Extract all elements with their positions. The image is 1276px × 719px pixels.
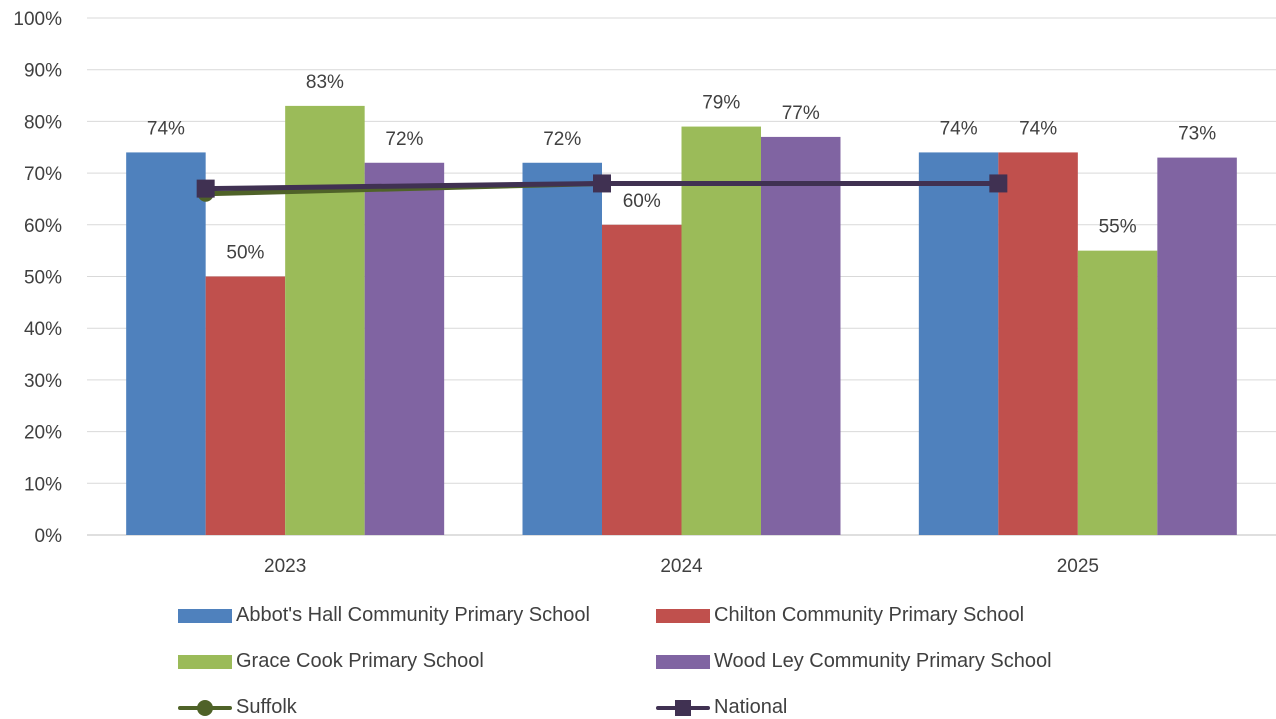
bar <box>285 105 365 535</box>
legend-label-wood-ley: Wood Ley Community Primary School <box>714 650 1052 672</box>
y-tick-label: 50% <box>24 268 62 289</box>
line-marker <box>196 179 215 198</box>
bar <box>1157 157 1237 535</box>
data-label: 72% <box>543 129 581 150</box>
y-tick-label: 0% <box>35 526 63 547</box>
legend-swatch-chilton <box>656 608 710 623</box>
square-marker-icon <box>675 699 691 716</box>
bar <box>364 162 445 535</box>
chart: 0% 10% 20% 30% 40% 50% 60% 70% 80% 90% 100% 74% 72% 7… <box>13 9 1276 577</box>
x-tick-label: 2024 <box>660 556 703 577</box>
bar <box>602 224 682 536</box>
legend-label-grace-cook: Grace Cook Primary School <box>236 650 484 672</box>
legend-item-suffolk: Suffolk <box>178 696 297 719</box>
data-label: 83% <box>306 72 344 93</box>
y-tick-label: 60% <box>24 216 62 237</box>
legend-swatch-abbots-hall <box>178 608 232 623</box>
legend-swatch-grace-cook <box>178 654 232 669</box>
line-marker <box>593 174 611 193</box>
legend: Abbot's Hall Community Primary School Ch… <box>0 600 1276 719</box>
line-marker <box>989 174 1008 193</box>
data-label: 74% <box>147 118 185 139</box>
data-label: 77% <box>782 103 820 124</box>
bar <box>522 162 602 535</box>
bar <box>205 276 286 535</box>
y-tick-label: 40% <box>24 319 62 340</box>
x-tick-label: 2025 <box>1057 556 1099 577</box>
legend-label-national: National <box>714 696 788 718</box>
bar <box>918 152 999 536</box>
bar <box>998 152 1078 536</box>
bar <box>126 152 206 536</box>
legend-item-wood-ley: Wood Ley Community Primary School <box>656 650 1052 673</box>
legend-label-chilton: Chilton Community Primary School <box>714 604 1025 626</box>
legend-item-abbots-hall: Abbot's Hall Community Primary School <box>178 604 590 627</box>
bar <box>681 126 761 535</box>
legend-item-national: National <box>656 696 787 719</box>
y-tick-label: 30% <box>24 371 62 392</box>
y-tick-label: 100% <box>13 9 62 30</box>
data-label: 74% <box>940 118 978 139</box>
y-tick-label: 80% <box>24 112 62 133</box>
circle-marker-icon <box>197 699 213 716</box>
x-tick-label: 2023 <box>264 556 306 577</box>
legend-item-grace-cook: Grace Cook Primary School <box>178 650 484 673</box>
data-label: 72% <box>385 129 423 150</box>
y-tick-label: 10% <box>24 474 62 495</box>
legend-label-abbots-hall: Abbot's Hall Community Primary School <box>236 604 590 626</box>
data-label: 50% <box>226 243 264 264</box>
bar <box>761 136 841 535</box>
data-label: 60% <box>623 191 661 212</box>
y-tick-label: 20% <box>24 423 62 444</box>
legend-line-national <box>656 699 710 716</box>
bar <box>1077 250 1158 535</box>
y-tick-label: 70% <box>24 164 62 185</box>
legend-swatch-wood-ley <box>656 654 710 669</box>
data-label: 79% <box>702 93 740 114</box>
legend-label-suffolk: Suffolk <box>236 696 297 718</box>
y-tick-label: 90% <box>24 61 62 82</box>
data-label: 73% <box>1178 124 1216 145</box>
data-label: 55% <box>1099 217 1137 238</box>
legend-line-suffolk <box>178 699 232 716</box>
legend-item-chilton: Chilton Community Primary School <box>656 604 1024 627</box>
data-label: 74% <box>1019 118 1057 139</box>
